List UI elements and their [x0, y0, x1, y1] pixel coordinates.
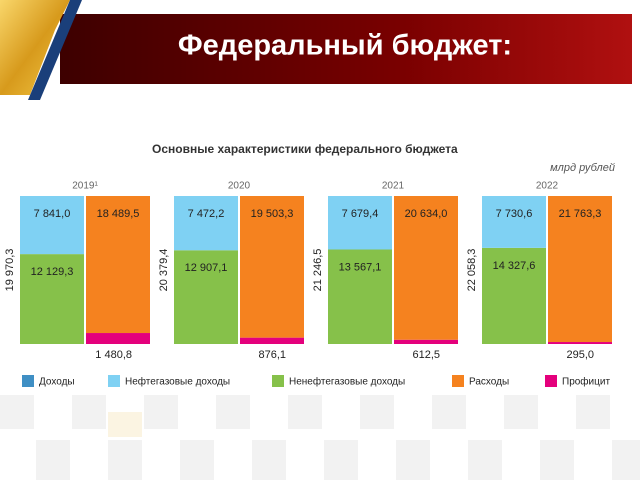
legend-swatch — [22, 375, 34, 387]
year-label: 2022 — [536, 181, 559, 192]
value-label: 20 634,0 — [405, 208, 448, 220]
total-label: 22 058,3 — [466, 249, 478, 292]
legend-label: Нефтегазовые доходы — [125, 376, 230, 388]
bar-segment — [328, 196, 392, 250]
value-label: 21 763,3 — [559, 208, 602, 220]
value-label: 13 567,1 — [339, 261, 382, 273]
value-label: 14 327,6 — [493, 260, 536, 272]
bar-segment — [482, 247, 546, 344]
total-label: 20 379,4 — [158, 249, 170, 292]
bar-segment — [394, 339, 458, 344]
legend-swatch — [272, 375, 284, 387]
bar-segment — [240, 337, 304, 344]
bar-segment — [548, 196, 612, 343]
value-label: 876,1 — [258, 349, 286, 361]
bar-segment — [174, 196, 238, 251]
total-label: 19 970,3 — [4, 249, 16, 292]
year-label: 2020 — [228, 181, 251, 192]
bar-segment — [394, 196, 458, 340]
header-title: Федеральный бюджет: — [178, 30, 512, 62]
bar-segment — [548, 342, 612, 344]
value-label: 295,0 — [566, 349, 594, 361]
bar-segment — [86, 333, 150, 344]
legend-label: Расходы — [469, 377, 509, 388]
value-label: 7 730,6 — [496, 208, 533, 220]
background-pattern — [0, 395, 640, 480]
year-label: 2019¹ — [72, 181, 98, 192]
bar-segment — [86, 196, 150, 334]
bar-segment — [240, 196, 304, 338]
bar-segment — [328, 249, 392, 344]
bar-segment — [174, 250, 238, 344]
value-label: 18 489,5 — [97, 208, 140, 220]
legend-swatch — [452, 375, 464, 387]
legend-label: Доходы — [39, 377, 75, 388]
legend-label: Ненефтегазовые доходы — [289, 376, 405, 388]
header-image — [0, 0, 70, 95]
header-band — [60, 14, 632, 84]
chart-title: Основные характеристики федерального бюд… — [152, 142, 458, 156]
value-label: 7 679,4 — [342, 208, 379, 220]
bar-segment — [482, 196, 546, 248]
bar-segment — [20, 254, 84, 344]
legend-swatch — [545, 375, 557, 387]
value-label: 7 841,0 — [34, 208, 71, 220]
year-label: 2021 — [382, 181, 405, 192]
legend-swatch — [108, 375, 120, 387]
value-label: 7 472,2 — [188, 208, 225, 220]
value-label: 12 129,3 — [31, 266, 74, 278]
value-label: 19 503,3 — [251, 208, 294, 220]
bar-segment — [20, 196, 84, 255]
legend-label: Профицит — [562, 376, 610, 388]
value-label: 1 480,8 — [95, 349, 132, 361]
header-image-stripe — [28, 0, 82, 100]
value-label: 12 907,1 — [185, 262, 228, 274]
value-label: 612,5 — [412, 349, 440, 361]
unit-label: млрд рублей — [550, 162, 615, 174]
total-label: 21 246,5 — [312, 249, 324, 292]
